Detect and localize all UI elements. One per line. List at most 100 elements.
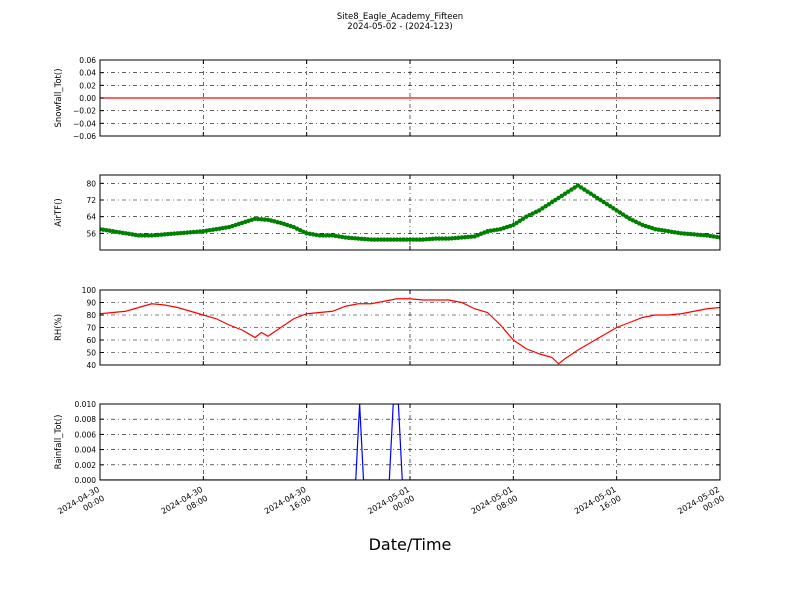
rainfall-ylabel: Rainfall_Tot() (54, 415, 64, 470)
airtemp-point (175, 231, 180, 236)
airtemp-point (407, 237, 413, 242)
rh-series-line (100, 298, 720, 365)
airtemp-point (553, 197, 558, 203)
airtemp-point (453, 235, 458, 241)
airtemp-point (381, 237, 387, 242)
airtemp-point (491, 228, 497, 233)
airtemp-point (546, 201, 552, 207)
airtemp-point (146, 233, 151, 238)
airtemp-subplot: 80 72 64 56 AirTF() (54, 174, 721, 251)
y-tick-label: 72 (86, 196, 96, 205)
airtemp-point (391, 237, 397, 242)
airtemp-point (130, 232, 135, 237)
snowfall-subplot: 0.06 0.04 0.02 0.00 −0.02 −0.04 −0.06 Snowfall_… (54, 56, 721, 141)
airtemp-point (320, 233, 326, 238)
x-axis-label: Date/Time (369, 535, 452, 554)
airtemp-point (433, 236, 439, 241)
airtemp-point (385, 237, 390, 242)
y-tick-label: 50 (86, 349, 96, 358)
y-tick-label: 56 (86, 229, 96, 238)
y-tick-label: 90 (86, 299, 96, 308)
airtemp-point (562, 191, 568, 196)
y-tick-label: 0.008 (75, 415, 97, 424)
airtemp-point (404, 237, 409, 242)
airtemp-point (698, 232, 703, 238)
airtemp-point (197, 229, 203, 234)
airtemp-series-markers (100, 183, 720, 242)
y-tick-label: 0.00 (79, 94, 96, 103)
airtemp-point (349, 235, 355, 241)
airtemp-point (327, 233, 332, 238)
y-tick-label: −0.06 (73, 132, 96, 141)
x-tick-label: 2024-05-0116:00 (573, 485, 623, 525)
airtemp-point (398, 237, 403, 242)
airtemp-point (585, 189, 590, 194)
airtemp-point (262, 217, 267, 222)
airtemp-point (514, 220, 519, 226)
airtemp-point (307, 231, 313, 237)
airtemp-point (113, 229, 119, 234)
airtemp-point (165, 231, 171, 237)
airtemp-point (210, 227, 216, 232)
airtemp-point (217, 226, 222, 231)
y-tick-label: 0.006 (75, 430, 97, 439)
y-tick-label: 64 (86, 213, 96, 222)
rainfall-series-line (100, 404, 720, 480)
airtemp-point (556, 195, 561, 201)
airtemp-point (417, 237, 422, 242)
airtemp-point (714, 234, 719, 240)
airtemp-point (323, 233, 329, 238)
x-tick-label: 2024-04-3008:00 (160, 485, 210, 525)
x-tick-label: 2024-05-0200:00 (676, 485, 726, 525)
airtemp-point (194, 229, 200, 234)
airtemp-point (159, 232, 164, 237)
airtemp-point (662, 228, 668, 233)
airtemp-point (494, 227, 500, 232)
airtemp-point (711, 234, 716, 239)
y-tick-label: 70 (86, 324, 96, 333)
x-tick-label: 2024-05-0108:00 (470, 485, 520, 525)
airtemp-point (369, 237, 374, 242)
airtemp-point (378, 237, 384, 242)
airtemp-point (252, 216, 258, 221)
airtemp-point (168, 231, 174, 237)
airtemp-point (343, 235, 348, 240)
airtemp-point (372, 237, 377, 242)
airtemp-point (317, 233, 322, 238)
airtemp-point (120, 230, 125, 236)
airtemp-point (572, 185, 577, 190)
airtemp-point (259, 217, 264, 222)
airtemp-point (511, 222, 516, 228)
airtemp-point (365, 237, 371, 242)
airtemp-point (359, 236, 364, 241)
airtemp-point (456, 235, 461, 240)
airtemp-point (449, 236, 455, 241)
airtemp-point (191, 229, 196, 235)
airtemp-point (207, 228, 212, 233)
airtemp-point (423, 237, 429, 242)
airtemp-point (582, 187, 587, 192)
airtemp-point (685, 231, 690, 237)
airtemp-point (162, 232, 167, 237)
airtemp-point (123, 231, 129, 236)
airtemp-point (679, 231, 684, 236)
airtemp-point (139, 233, 145, 238)
airtemp-point (656, 227, 661, 232)
airtemp-point (178, 230, 183, 236)
airtemp-point (411, 237, 416, 242)
x-tick-label: 2024-04-3000:00 (56, 485, 106, 525)
airtemp-point (126, 231, 132, 237)
airtemp-point (188, 230, 193, 235)
x-tick-label: 2024-04-3016:00 (263, 485, 313, 525)
airtemp-point (520, 216, 526, 221)
airtemp-point (107, 228, 112, 233)
airtemp-ylabel: AirTF() (54, 198, 64, 226)
airtemp-point (578, 185, 584, 190)
airtemp-point (352, 236, 358, 241)
airtemp-point (394, 237, 400, 242)
y-tick-label: 40 (86, 361, 96, 370)
airtemp-point (620, 212, 626, 217)
y-tick-label: 0.010 (75, 400, 97, 409)
airtemp-point (143, 233, 148, 238)
